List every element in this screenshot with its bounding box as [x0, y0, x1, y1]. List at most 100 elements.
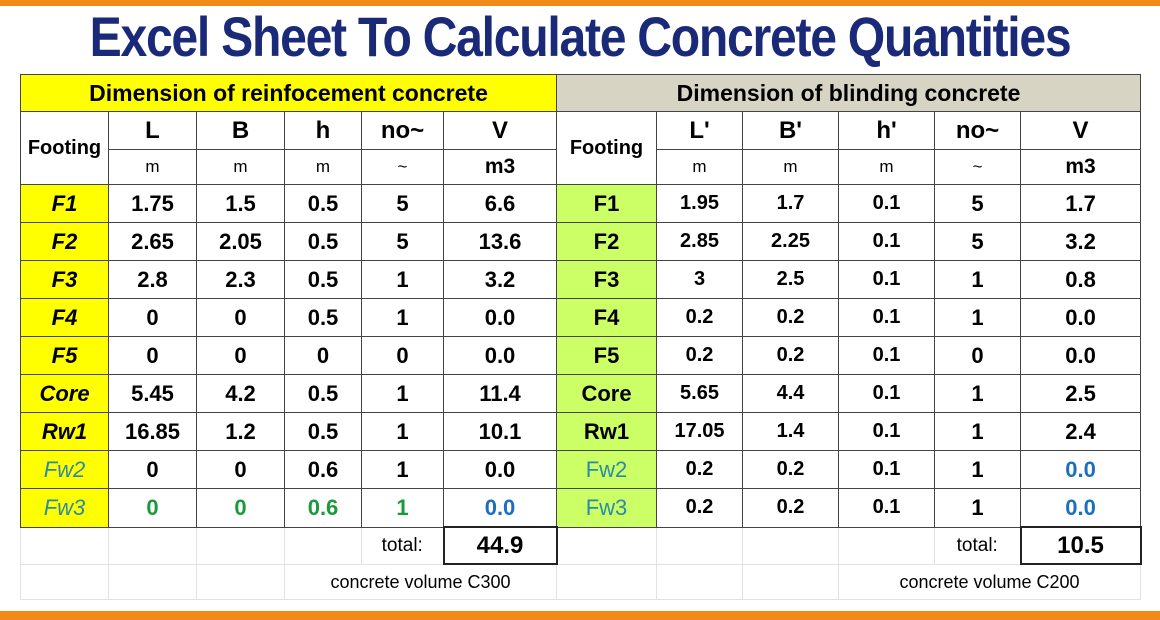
left-row-label: Fw3 — [20, 488, 109, 528]
left-col-header: no~ — [361, 111, 444, 150]
right-value-cell: 0.2 — [656, 488, 743, 528]
left-value-cell: 0.5 — [284, 222, 362, 261]
left-value-cell: 1.2 — [196, 412, 285, 451]
left-value-cell: 2.65 — [108, 222, 197, 261]
left-value-cell: 6.6 — [443, 184, 557, 223]
right-unit-cell: ~ — [934, 149, 1021, 185]
left-value-cell: 16.85 — [108, 412, 197, 451]
left-value-cell: 1 — [361, 488, 444, 528]
empty-cell — [284, 526, 362, 565]
right-value-cell: 0.8 — [1019, 260, 1142, 299]
right-value-cell: 0.1 — [838, 336, 935, 375]
right-value-cell: 0 — [934, 336, 1021, 375]
left-value-cell: 0.6 — [284, 488, 362, 528]
left-value-cell: 2.3 — [196, 260, 285, 299]
left-value-cell: 0.5 — [284, 412, 362, 451]
empty-cell — [838, 526, 935, 565]
right-row-label: F1 — [556, 184, 657, 223]
right-col-header: no~ — [934, 111, 1021, 150]
right-row-label: Fw3 — [556, 488, 657, 528]
left-row-label: F4 — [20, 298, 109, 337]
left-col-header: V — [443, 111, 557, 150]
left-value-cell: 0 — [196, 298, 285, 337]
empty-cell — [196, 563, 285, 600]
right-value-cell: 1 — [934, 412, 1021, 451]
left-value-cell: 10.1 — [443, 412, 557, 451]
right-row-label: Rw1 — [556, 412, 657, 451]
empty-cell — [556, 563, 657, 600]
left-value-cell: 0 — [108, 488, 197, 528]
left-value-cell: 1 — [361, 450, 444, 489]
left-value-cell: 3.2 — [443, 260, 557, 299]
left-row-label: F5 — [20, 336, 109, 375]
right-value-cell: 1.7 — [1019, 184, 1142, 223]
left-unit-cell: m — [108, 149, 197, 185]
left-col-header: h — [284, 111, 362, 150]
left-value-cell: 0 — [196, 336, 285, 375]
left-unit-cell: m — [284, 149, 362, 185]
table-row: F4 0 0 0.5 1 0.0 F4 0.2 0.2 0.1 1 0.0 — [20, 298, 1142, 337]
right-value-cell: 0.2 — [742, 336, 839, 375]
concrete-quantity-table: Dimension of reinfocement concrete Dimen… — [20, 74, 1142, 600]
right-value-cell: 0.0 — [1019, 450, 1142, 489]
right-row-label: Fw2 — [556, 450, 657, 489]
empty-cell — [108, 563, 197, 600]
right-unit-cell: m — [656, 149, 743, 185]
left-value-cell: 0.0 — [443, 450, 557, 489]
table-row: F5 0 0 0 0 0.0 F5 0.2 0.2 0.1 0 0.0 — [20, 336, 1142, 375]
right-row-label: F3 — [556, 260, 657, 299]
left-unit-cell: m3 — [443, 149, 557, 185]
right-value-cell: 1 — [934, 488, 1021, 528]
right-value-cell: 1 — [934, 260, 1021, 299]
left-value-cell: 5.45 — [108, 374, 197, 413]
left-volume-note: concrete volume C300 — [284, 563, 557, 600]
empty-cell — [742, 526, 839, 565]
empty-cell — [742, 563, 839, 600]
empty-cell — [20, 526, 109, 565]
table-row: Rw1 16.85 1.2 0.5 1 10.1 Rw1 17.05 1.4 0… — [20, 412, 1142, 451]
right-value-cell: 1 — [934, 450, 1021, 489]
left-value-cell: 0 — [361, 336, 444, 375]
empty-cell — [108, 526, 197, 565]
table-row: F2 2.65 2.05 0.5 5 13.6 F2 2.85 2.25 0.1… — [20, 222, 1142, 261]
table-row: Core 5.45 4.2 0.5 1 11.4 Core 5.65 4.4 0… — [20, 374, 1142, 413]
right-value-cell: 0.2 — [742, 450, 839, 489]
left-value-cell: 5 — [361, 184, 444, 223]
right-value-cell: 0.1 — [838, 222, 935, 261]
right-value-cell: 0.1 — [838, 412, 935, 451]
left-value-cell: 1 — [361, 298, 444, 337]
left-value-cell: 1 — [361, 260, 444, 299]
empty-cell — [20, 563, 109, 600]
left-value-cell: 4.2 — [196, 374, 285, 413]
left-value-cell: 0.0 — [443, 298, 557, 337]
right-value-cell: 0.2 — [742, 488, 839, 528]
left-total-label: total: — [361, 526, 444, 565]
left-value-cell: 0 — [196, 488, 285, 528]
right-value-cell: 0.1 — [838, 184, 935, 223]
right-row-label: Core — [556, 374, 657, 413]
right-value-cell: 5 — [934, 184, 1021, 223]
bottom-accent-bar — [0, 611, 1160, 620]
right-value-cell: 1.95 — [656, 184, 743, 223]
notes-row: concrete volume C300 concrete volume C20… — [20, 563, 1142, 600]
left-unit-cell: ~ — [361, 149, 444, 185]
right-unit-cell: m3 — [1019, 149, 1142, 185]
left-row-label: F3 — [20, 260, 109, 299]
empty-cell — [196, 526, 285, 565]
section-header-row: Dimension of reinfocement concrete Dimen… — [20, 74, 1142, 112]
right-value-cell: 2.4 — [1019, 412, 1142, 451]
left-value-cell: 0.0 — [443, 336, 557, 375]
left-value-cell: 1.75 — [108, 184, 197, 223]
left-value-cell: 1.5 — [196, 184, 285, 223]
left-value-cell: 13.6 — [443, 222, 557, 261]
right-value-cell: 3 — [656, 260, 743, 299]
left-row-label: F1 — [20, 184, 109, 223]
right-section-header: Dimension of blinding concrete — [555, 74, 1142, 112]
right-row-label: F2 — [556, 222, 657, 261]
table-row: Fw3 0 0 0.6 1 0.0 Fw3 0.2 0.2 0.1 1 0.0 — [20, 488, 1142, 528]
left-value-cell: 5 — [361, 222, 444, 261]
left-row-label: Core — [20, 374, 109, 413]
right-col-header: B' — [742, 111, 839, 150]
right-value-cell: 0.2 — [656, 336, 743, 375]
left-value-cell: 2.05 — [196, 222, 285, 261]
